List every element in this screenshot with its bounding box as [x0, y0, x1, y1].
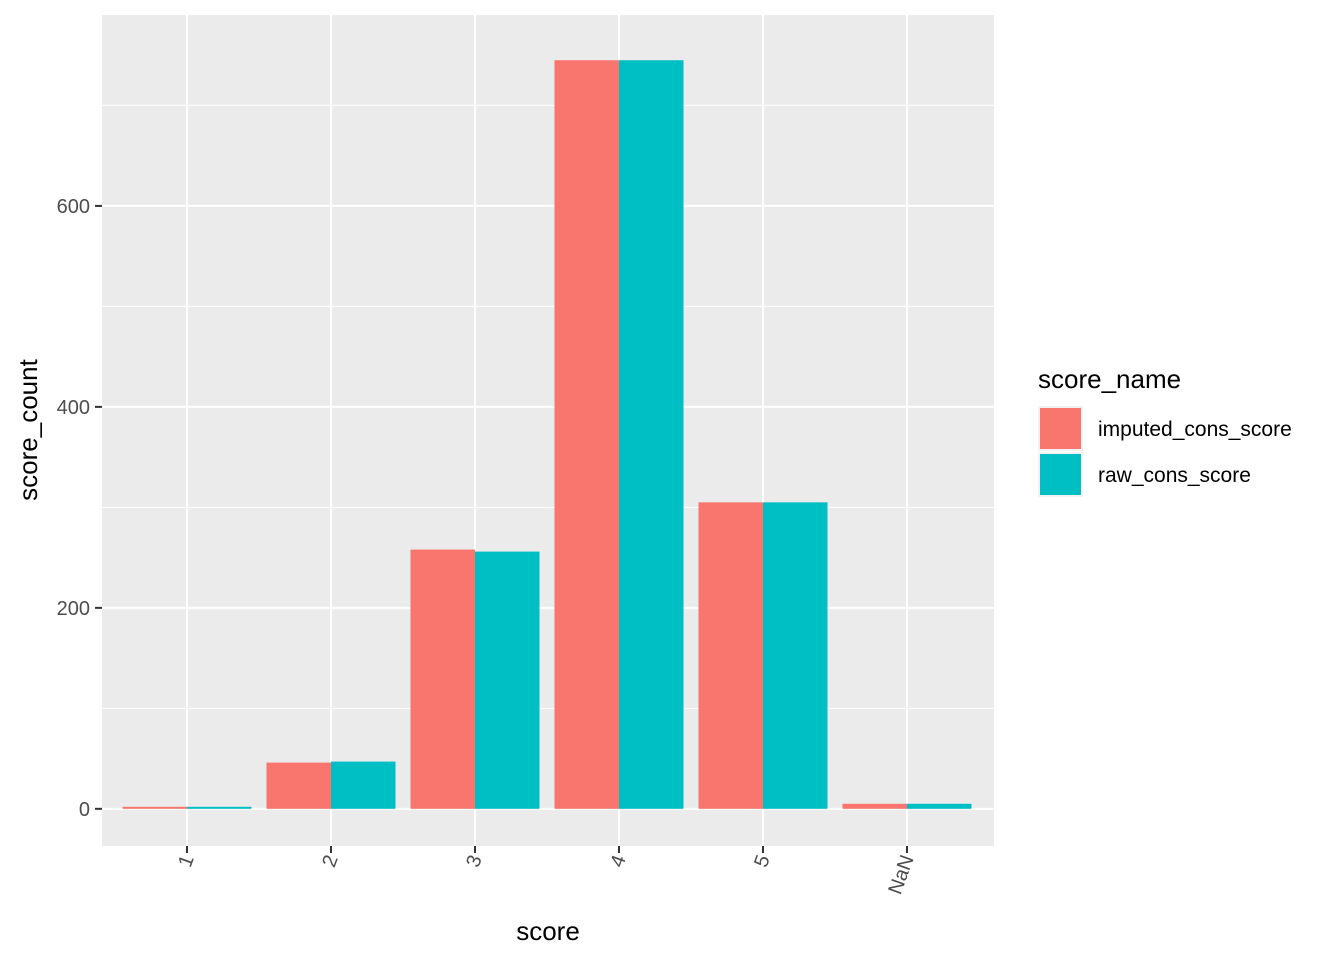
- y-tick-label: 400: [57, 397, 90, 419]
- y-tick-label: 0: [79, 799, 90, 821]
- y-axis-title: score_count: [13, 358, 43, 500]
- x-tick-label: 4: [606, 852, 630, 870]
- bar-imputed_cons_score-NaN: [842, 803, 907, 809]
- bar-raw_cons_score-5: [763, 502, 828, 809]
- bar-raw_cons_score-NaN: [907, 803, 972, 809]
- legend: score_name imputed_cons_score raw_cons_sc…: [1038, 364, 1292, 497]
- x-axis: 1 2 3 4 5 NaN: [174, 846, 919, 897]
- bar-raw_cons_score-4: [619, 60, 684, 809]
- y-tick-label: 200: [57, 598, 90, 620]
- bar-imputed_cons_score-2: [266, 762, 331, 809]
- bar-raw_cons_score-3: [475, 551, 540, 809]
- x-tick-label: 3: [462, 852, 486, 870]
- bar-imputed_cons_score-5: [698, 502, 763, 809]
- x-tick-label: 1: [174, 852, 198, 870]
- bar-imputed_cons_score-3: [410, 549, 475, 809]
- x-tick-label: 5: [750, 852, 774, 870]
- legend-items: imputed_cons_score raw_cons_score: [1038, 406, 1292, 497]
- plot-panel: [102, 15, 994, 846]
- x-axis-title: score: [516, 916, 580, 946]
- bar-raw_cons_score-2: [331, 761, 396, 809]
- y-tick-label: 600: [57, 196, 90, 218]
- bars: [122, 60, 972, 809]
- minor-gridlines: [102, 104, 994, 709]
- bar-raw_cons_score-1: [187, 806, 252, 809]
- legend-swatch-imputed_cons_score: [1040, 408, 1081, 449]
- x-tick-label: NaN: [884, 852, 918, 897]
- legend-label: raw_cons_score: [1098, 464, 1251, 487]
- bar-imputed_cons_score-1: [122, 806, 187, 809]
- y-axis: 0 200 400 600: [57, 196, 102, 821]
- legend-title: score_name: [1038, 364, 1181, 394]
- x-tick-label: 2: [318, 852, 342, 870]
- legend-label: imputed_cons_score: [1098, 418, 1292, 441]
- legend-swatch-raw_cons_score: [1040, 454, 1081, 495]
- bar-imputed_cons_score-4: [554, 60, 619, 809]
